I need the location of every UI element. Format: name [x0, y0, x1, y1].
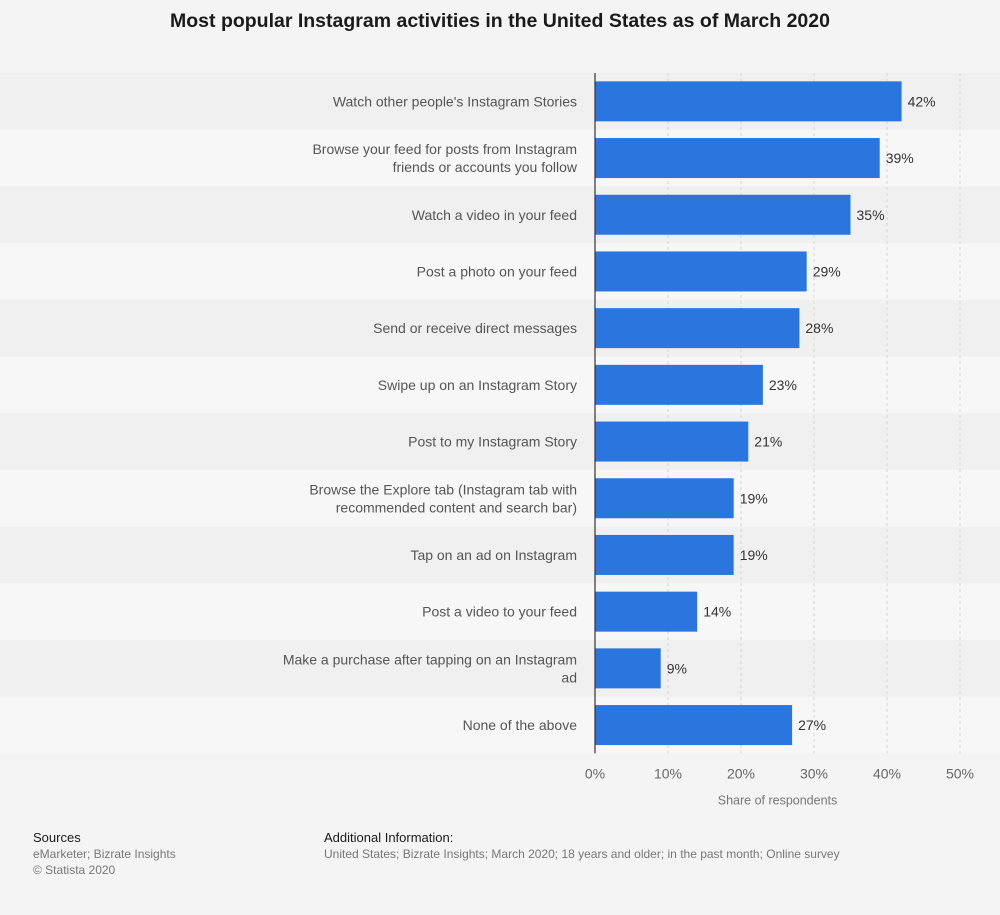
x-axis-title: Share of respondents	[718, 793, 838, 807]
category-label: ad	[561, 669, 577, 685]
sources-text: eMarketer; Bizrate Insights	[33, 847, 176, 861]
row-band	[0, 469, 1000, 527]
sources-heading: Sources	[33, 830, 81, 845]
value-label: 35%	[857, 207, 885, 223]
x-tick-label: 20%	[727, 765, 755, 781]
category-label: None of the above	[463, 717, 578, 733]
value-label: 14%	[703, 604, 731, 620]
row-band	[0, 243, 1000, 300]
value-label: 29%	[813, 263, 841, 279]
value-label: 9%	[667, 660, 687, 676]
value-label: 39%	[886, 150, 914, 166]
value-label: 42%	[908, 93, 936, 109]
bar	[595, 534, 734, 575]
row-band	[0, 526, 1000, 584]
sources-block: Sources eMarketer; Bizrate Insights © St…	[33, 830, 176, 878]
bar-chart: 42% Watch other people's Instagram Storie…	[0, 73, 1000, 808]
additional-info-heading: Additional Information:	[324, 830, 454, 845]
value-label: 21%	[754, 434, 782, 450]
bar	[595, 478, 734, 519]
bar	[595, 251, 807, 292]
bar	[595, 364, 763, 405]
value-label: 19%	[740, 547, 768, 563]
copyright-text: © Statista 2020	[33, 863, 116, 877]
bar	[595, 138, 880, 179]
row-band	[0, 299, 1000, 357]
category-label: Watch a video in your feed	[412, 207, 577, 223]
category-label: Post to my Instagram Story	[408, 434, 577, 450]
row-band	[0, 583, 1000, 640]
x-tick-label: 10%	[654, 765, 682, 781]
bar	[595, 81, 902, 122]
additional-info-block: Additional Information: United States; B…	[324, 830, 840, 862]
x-tick-label: 40%	[873, 765, 901, 781]
row-band	[0, 640, 1000, 697]
x-tick-label: 30%	[800, 765, 828, 781]
row-band	[0, 413, 1000, 470]
value-label: 23%	[769, 377, 797, 393]
category-label: recommended content and search bar)	[336, 499, 577, 515]
category-label: Tap on an ad on Instagram	[410, 547, 577, 563]
row-band	[0, 696, 1000, 754]
category-label: Browse the Explore tab (Instagram tab wi…	[309, 481, 577, 497]
additional-info-text: United States; Bizrate Insights; March 2…	[324, 847, 840, 861]
bar	[595, 705, 793, 746]
value-label: 27%	[798, 717, 826, 733]
x-tick-label: 0%	[585, 765, 605, 781]
category-label: Browse your feed for posts from Instagra…	[312, 141, 577, 157]
category-label: Swipe up on an Instagram Story	[378, 377, 577, 393]
category-label: Watch other people's Instagram Stories	[333, 93, 577, 109]
category-label: Post a video to your feed	[422, 604, 577, 620]
bar	[595, 308, 800, 349]
category-label: Send or receive direct messages	[373, 320, 577, 336]
category-label: Post a photo on your feed	[417, 263, 577, 279]
category-label: Make a purchase after tapping on an Inst…	[283, 651, 577, 667]
category-label: friends or accounts you follow	[393, 159, 578, 175]
value-label: 19%	[740, 490, 768, 506]
bar	[595, 194, 851, 235]
bar	[595, 591, 698, 632]
value-label: 28%	[805, 320, 833, 336]
bar	[595, 421, 749, 462]
row-band	[0, 356, 1000, 414]
chart-title: Most popular Instagram activities in the…	[170, 10, 830, 32]
bar	[595, 648, 661, 689]
x-tick-label: 50%	[946, 765, 974, 781]
